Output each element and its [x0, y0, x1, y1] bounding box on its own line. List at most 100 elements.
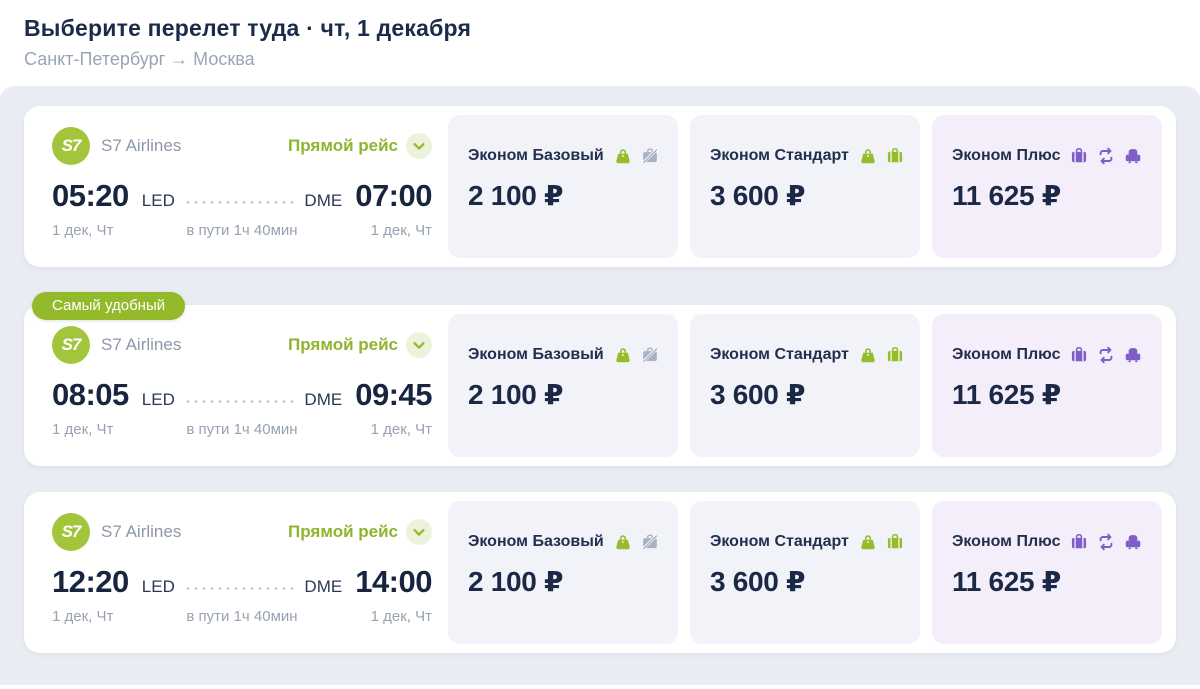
departure-time: 05:20: [52, 178, 129, 213]
flight-info: S7 S7 Airlines Прямой рейс 12:20 LED DME: [24, 492, 448, 653]
departure-time: 12:20: [52, 564, 129, 599]
route-dotted-line: [183, 399, 296, 403]
no-baggage-icon: [640, 147, 659, 165]
fare-tile-economy-standard[interactable]: Эконом Стандарт 3 600 ₽: [690, 314, 920, 457]
fare-name: Эконом Базовый: [468, 346, 604, 363]
direct-flight-toggle[interactable]: Прямой рейс: [288, 332, 432, 358]
fare-tile-economy-basic[interactable]: Эконом Базовый 2 100 ₽: [448, 314, 678, 457]
direct-flight-toggle[interactable]: Прямой рейс: [288, 519, 432, 545]
exchange-icon: [1100, 346, 1113, 364]
seat-icon: [1126, 348, 1141, 363]
handbag-icon: [615, 149, 631, 165]
fare-tile-economy-basic[interactable]: Эконом Базовый 2 100 ₽: [448, 115, 678, 258]
fare-tile-economy-plus[interactable]: Эконом Плюс 11 625 ₽: [932, 501, 1162, 644]
exchange-icon: [1100, 533, 1113, 551]
fare-name: Эконом Базовый: [468, 533, 604, 550]
arrival-time: 07:00: [355, 178, 432, 213]
baggage-icon: [887, 534, 903, 549]
fare-name: Эконом Плюс: [952, 147, 1061, 164]
page-header: Выберите перелет туда · чт, 1 декабря Са…: [0, 0, 1200, 86]
direct-flight-toggle[interactable]: Прямой рейс: [288, 133, 432, 159]
handbag-icon: [860, 149, 876, 165]
flight-row: Самый удобный S7 S7 Airlines Прямой рейс…: [24, 292, 1176, 466]
flight-list: S7 S7 Airlines Прямой рейс 05:20 LED DME: [24, 106, 1176, 653]
direct-flight-label: Прямой рейс: [288, 136, 398, 155]
handbag-icon: [860, 535, 876, 551]
flight-duration: в пути 1ч 40мин: [186, 607, 298, 625]
no-baggage-icon: [640, 533, 659, 551]
flight-card: S7 S7 Airlines Прямой рейс 12:20 LED DME: [24, 492, 1176, 653]
seat-icon: [1126, 535, 1141, 550]
fare-price: 11 625 ₽: [952, 180, 1061, 211]
fare-price: 3 600 ₽: [710, 180, 806, 211]
baggage-icon: [1071, 534, 1088, 549]
arrival-time: 14:00: [355, 564, 432, 599]
airline-name: S7 Airlines: [101, 335, 182, 354]
chevron-down-icon[interactable]: [406, 133, 432, 159]
flight-card: S7 S7 Airlines Прямой рейс 08:05 LED DME: [24, 305, 1176, 466]
departure-airport-code: LED: [141, 390, 175, 409]
route-line: LED DME: [142, 191, 342, 211]
fare-price: 3 600 ₽: [710, 379, 806, 410]
baggage-icon: [887, 347, 903, 362]
flight-row: S7 S7 Airlines Прямой рейс 05:20 LED DME: [24, 106, 1176, 267]
arrival-airport-code: DME: [304, 191, 343, 210]
fare-tile-economy-plus[interactable]: Эконом Плюс 11 625 ₽: [932, 314, 1162, 457]
arrival-date: 1 дек, Чт: [370, 221, 432, 239]
route-dotted-line: [183, 586, 296, 590]
fare-name: Эконом Стандарт: [710, 346, 849, 363]
fare-name: Эконом Стандарт: [710, 533, 849, 550]
chevron-down-icon[interactable]: [406, 332, 432, 358]
airline-name: S7 Airlines: [101, 136, 182, 155]
flight-info: S7 S7 Airlines Прямой рейс 08:05 LED DME: [24, 305, 448, 466]
fare-name: Эконом Плюс: [952, 533, 1061, 550]
fare-tile-economy-standard[interactable]: Эконом Стандарт 3 600 ₽: [690, 115, 920, 258]
route-dotted-line: [183, 200, 296, 204]
departure-airport-code: LED: [141, 577, 175, 596]
flight-duration: в пути 1ч 40мин: [186, 420, 298, 438]
s7-airline-logo: S7: [52, 326, 90, 364]
fare-price: 11 625 ₽: [952, 379, 1061, 410]
baggage-icon: [1071, 148, 1088, 163]
exchange-icon: [1100, 147, 1113, 165]
no-baggage-icon: [640, 346, 659, 364]
departure-airport-code: LED: [141, 191, 175, 210]
flight-row: S7 S7 Airlines Прямой рейс 12:20 LED DME: [24, 492, 1176, 653]
fare-price: 11 625 ₽: [952, 566, 1061, 597]
flight-duration: в пути 1ч 40мин: [186, 221, 298, 239]
fare-name: Эконом Базовый: [468, 147, 604, 164]
s7-airline-logo: S7: [52, 513, 90, 551]
best-option-badge: Самый удобный: [32, 292, 186, 320]
fare-price: 2 100 ₽: [468, 566, 564, 597]
fare-name: Эконом Стандарт: [710, 147, 849, 164]
arrival-airport-code: DME: [304, 577, 343, 596]
page-title: Выберите перелет туда · чт, 1 декабря: [24, 15, 472, 41]
baggage-icon: [887, 148, 903, 163]
fare-price: 2 100 ₽: [468, 379, 564, 410]
route-line: LED DME: [142, 577, 342, 597]
fare-price: 3 600 ₽: [710, 566, 806, 597]
flight-card: S7 S7 Airlines Прямой рейс 05:20 LED DME: [24, 106, 1176, 267]
fare-tile-economy-plus[interactable]: Эконом Плюс 11 625 ₽: [932, 115, 1162, 258]
departure-date: 1 дек, Чт: [52, 420, 114, 438]
airline-name: S7 Airlines: [101, 522, 182, 541]
chevron-down-icon[interactable]: [406, 519, 432, 545]
handbag-icon: [615, 535, 631, 551]
flight-info: S7 S7 Airlines Прямой рейс 05:20 LED DME: [24, 106, 448, 267]
fare-options: Эконом Базовый 2 100 ₽ Эконом Стандарт: [448, 106, 1176, 267]
departure-date: 1 дек, Чт: [52, 607, 114, 625]
fare-tile-economy-basic[interactable]: Эконом Базовый 2 100 ₽: [448, 501, 678, 644]
results-board: S7 S7 Airlines Прямой рейс 05:20 LED DME: [0, 86, 1200, 685]
fare-options: Эконом Базовый 2 100 ₽ Эконом Стандарт: [448, 305, 1176, 466]
s7-airline-logo: S7: [52, 127, 90, 165]
fare-name: Эконом Плюс: [952, 346, 1061, 363]
arrival-airport-code: DME: [304, 390, 343, 409]
handbag-icon: [615, 348, 631, 364]
direct-flight-label: Прямой рейс: [288, 335, 398, 354]
departure-time: 08:05: [52, 377, 129, 412]
direct-flight-label: Прямой рейс: [288, 522, 398, 541]
route-subtitle: Санкт-Петербург → Москва: [24, 49, 255, 69]
fare-tile-economy-standard[interactable]: Эконом Стандарт 3 600 ₽: [690, 501, 920, 644]
arrival-time: 09:45: [355, 377, 432, 412]
seat-icon: [1126, 149, 1141, 164]
